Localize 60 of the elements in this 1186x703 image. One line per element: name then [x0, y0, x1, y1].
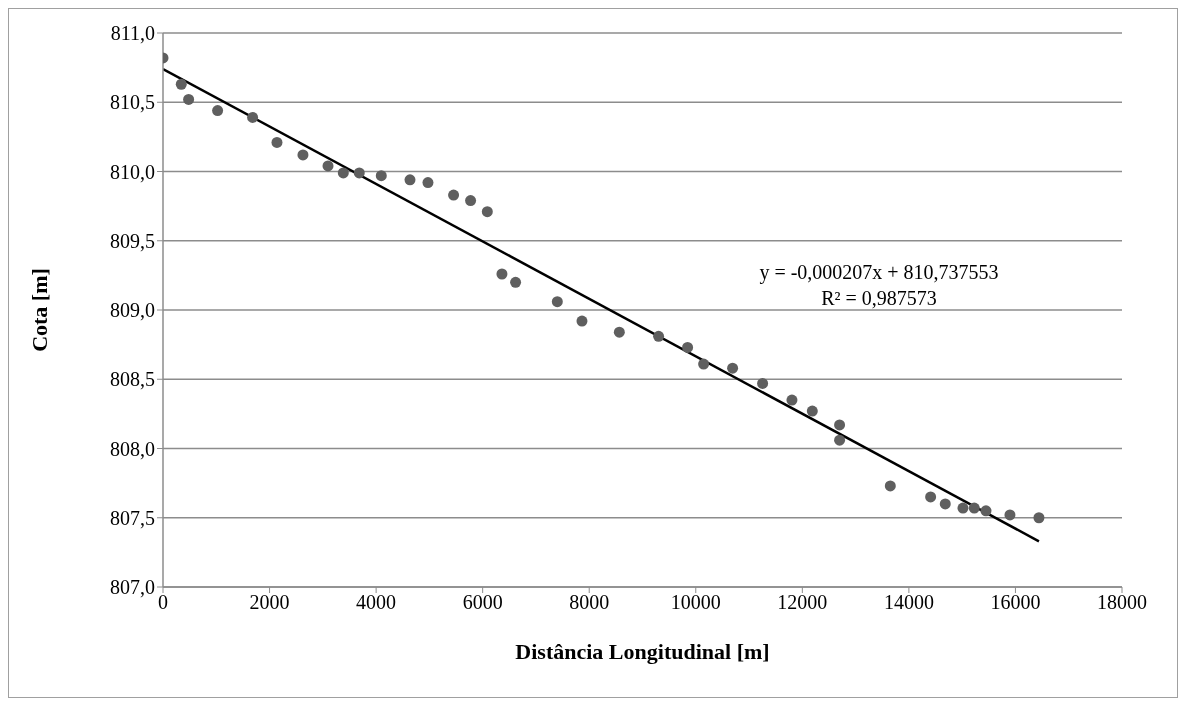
point: [183, 93, 195, 105]
point: [481, 206, 493, 218]
point: [375, 170, 387, 182]
y-tick-label: 810,5: [110, 91, 155, 114]
point: [727, 362, 739, 374]
point: [448, 189, 460, 201]
point: [551, 296, 563, 308]
point: [404, 174, 416, 186]
point: [613, 326, 625, 338]
point: [939, 498, 951, 510]
x-tick-label: 6000: [462, 591, 503, 614]
x-tick-label: 14000: [883, 591, 934, 614]
x-tick-label: 12000: [777, 591, 828, 614]
y-tick-label: 809,0: [110, 299, 155, 322]
y-axis-title: Cota [m]: [26, 268, 52, 352]
y-tick-label: 807,0: [110, 576, 155, 599]
point: [510, 276, 522, 288]
y-tick-label: 810,0: [110, 160, 155, 183]
point: [806, 405, 818, 417]
point: [925, 491, 937, 503]
x-tick-label: 8000: [569, 591, 610, 614]
point: [968, 502, 980, 514]
point: [698, 358, 710, 370]
point: [212, 105, 224, 117]
point: [834, 419, 846, 431]
x-tick-label: 2000: [249, 591, 290, 614]
point: [834, 434, 846, 446]
point: [786, 394, 798, 406]
point: [757, 377, 769, 389]
x-axis-title: Distância Longitudinal [m]: [515, 639, 770, 664]
point: [465, 195, 477, 207]
x-tick-label: 10000: [670, 591, 721, 614]
y-tick-label: 808,0: [110, 437, 155, 460]
point: [1004, 509, 1016, 521]
y-tick-label: 811,0: [110, 22, 155, 45]
point: [653, 330, 665, 342]
point: [682, 341, 694, 353]
point: [175, 78, 187, 90]
point: [496, 268, 508, 280]
point: [271, 136, 283, 148]
point: [957, 502, 969, 514]
x-tick-label: 18000: [1097, 591, 1147, 614]
y-tick-label: 808,5: [110, 368, 155, 391]
point: [1033, 512, 1045, 524]
x-tick-label: 0: [158, 591, 168, 614]
x-tick-label: 16000: [990, 591, 1041, 614]
y-tick-label: 809,5: [110, 229, 155, 252]
point: [297, 149, 309, 161]
point: [322, 160, 334, 172]
point: [337, 167, 349, 179]
point: [980, 505, 992, 517]
point: [353, 167, 365, 179]
annotation: y = -0,000207x + 810,737553: [758, 260, 1000, 285]
annotation: R² = 0,987573: [820, 286, 938, 311]
point: [247, 111, 259, 123]
y-tick-label: 807,5: [110, 506, 155, 529]
x-tick-label: 4000: [356, 591, 397, 614]
point: [884, 480, 896, 492]
point: [576, 315, 588, 327]
point: [422, 177, 434, 189]
